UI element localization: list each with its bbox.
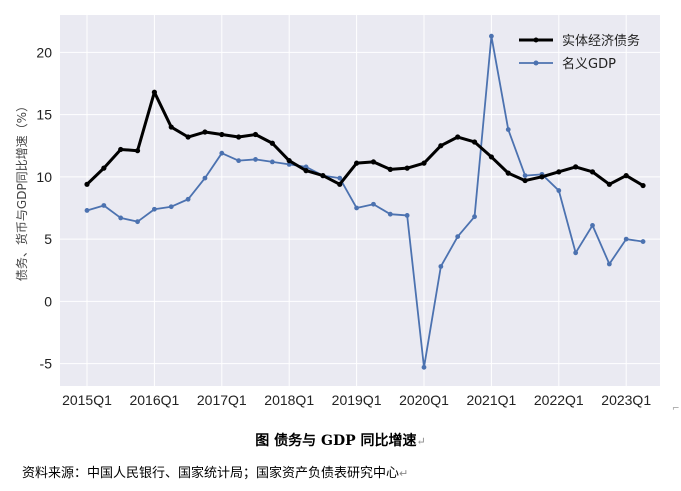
data-point [405, 213, 410, 218]
x-tick-label: 2021Q1 [466, 392, 516, 408]
data-point [354, 206, 359, 211]
data-point [472, 214, 477, 219]
data-point [337, 176, 342, 181]
x-tick-label: 2019Q1 [332, 392, 382, 408]
data-point [506, 127, 511, 132]
chart: -5 0 5 10 15 20 2015Q1 2016Q1 2017Q1 2018Q1 2019Q1… [0, 0, 681, 430]
caption-text: 图 债务与 GDP 同比增速 [255, 433, 416, 449]
data-point [118, 147, 123, 152]
data-point [371, 159, 376, 164]
data-point [236, 158, 241, 163]
data-point [607, 262, 612, 267]
legend-label: 实体经济债务 [562, 33, 640, 49]
data-point [539, 174, 544, 179]
x-tick-label: 2022Q1 [534, 392, 584, 408]
x-tick-label: 2018Q1 [264, 392, 314, 408]
x-tick-label: 2020Q1 [399, 392, 449, 408]
data-point [118, 216, 123, 221]
corner-mark: ⌐ [672, 404, 680, 414]
data-point [506, 171, 511, 176]
data-point [640, 183, 645, 188]
data-point [455, 234, 460, 239]
data-point [422, 365, 427, 370]
y-tick-label: 15 [36, 107, 52, 123]
data-point [624, 173, 629, 178]
data-point [573, 164, 578, 169]
data-point [219, 132, 224, 137]
y-tick-label: 20 [36, 44, 52, 60]
data-point [152, 207, 157, 212]
data-point [186, 197, 191, 202]
data-point [101, 203, 106, 208]
data-point [303, 168, 308, 173]
data-point [573, 250, 578, 255]
x-tick-label: 2023Q1 [601, 392, 651, 408]
data-point [135, 148, 140, 153]
source-text: 资料来源：中国人民银行、国家统计局；国家资产负债表研究中心 [22, 466, 399, 481]
data-point [590, 223, 595, 228]
legend-marker [534, 38, 539, 43]
data-point [523, 178, 528, 183]
data-point [489, 34, 494, 39]
legend-label: 名义GDP [562, 56, 616, 72]
data-point [455, 134, 460, 139]
data-point [405, 166, 410, 171]
caption-return-mark: ↵ [417, 435, 426, 448]
data-point [624, 237, 629, 242]
data-point [270, 160, 275, 165]
y-tick-label: 5 [44, 231, 52, 247]
data-point [489, 154, 494, 159]
legend-marker [534, 61, 539, 66]
data-point [236, 134, 241, 139]
x-tick-label: 2016Q1 [129, 392, 179, 408]
data-point [253, 157, 258, 162]
data-point [590, 169, 595, 174]
data-point [84, 182, 89, 187]
y-axis-label: 债务、货币与GDP同比增速（%） [14, 100, 29, 281]
data-point [472, 139, 477, 144]
y-tick-label: 0 [44, 293, 52, 309]
data-point [337, 182, 342, 187]
data-point [556, 169, 561, 174]
data-point [388, 167, 393, 172]
data-point [523, 173, 528, 178]
data-point [438, 143, 443, 148]
y-tick-label: -5 [40, 356, 53, 372]
data-point [388, 212, 393, 217]
figure-caption: 图 债务与 GDP 同比增速↵ [0, 430, 681, 450]
data-point [169, 124, 174, 129]
data-point [253, 132, 258, 137]
data-point [219, 151, 224, 156]
data-point [152, 90, 157, 95]
data-point [169, 204, 174, 209]
data-point [186, 134, 191, 139]
y-tick-label: 10 [36, 169, 52, 185]
data-point [101, 166, 106, 171]
data-point [371, 202, 376, 207]
data-point [607, 182, 612, 187]
data-point [421, 161, 426, 166]
data-point [85, 208, 90, 213]
data-point [203, 176, 208, 181]
data-point [202, 129, 207, 134]
data-point [556, 188, 561, 193]
data-point [641, 239, 646, 244]
source-note: 资料来源：中国人民银行、国家统计局；国家资产负债表研究中心↵ [22, 462, 408, 481]
data-point [438, 264, 443, 269]
data-point [135, 219, 140, 224]
source-return-mark: ↵ [399, 467, 408, 480]
x-tick-label: 2017Q1 [197, 392, 247, 408]
data-point [354, 161, 359, 166]
data-point [320, 173, 325, 178]
data-point [270, 141, 275, 146]
x-tick-label: 2015Q1 [62, 392, 112, 408]
data-point [287, 158, 292, 163]
